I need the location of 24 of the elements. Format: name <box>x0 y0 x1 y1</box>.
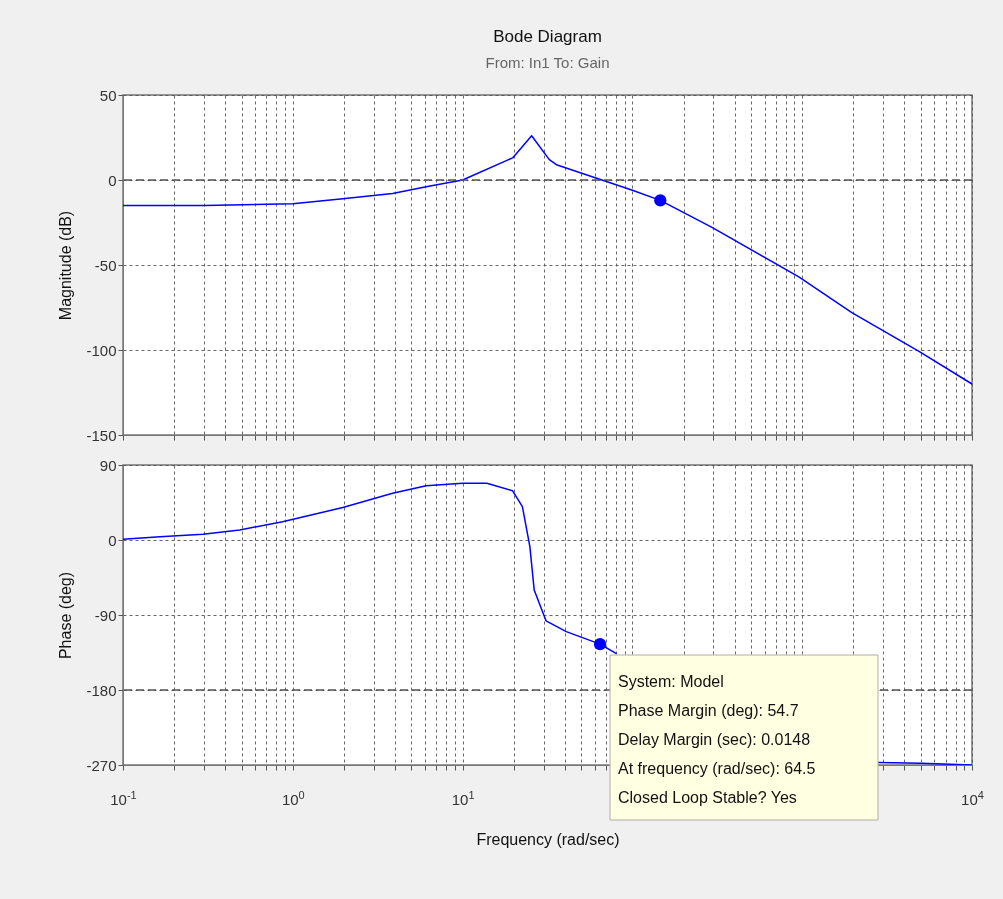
y-tick-label: -150 <box>86 426 117 444</box>
y-tick-label: 50 <box>99 86 117 104</box>
y-tick-label: -100 <box>86 341 117 359</box>
x-tick-label: 10$^{1}$ <box>451 788 475 808</box>
y-tick-label: -50 <box>94 256 117 274</box>
text: Closed Loop Stable? Yes <box>618 789 797 806</box>
y-tick-label: 0 <box>108 531 117 549</box>
y-tick-label: -270 <box>86 756 117 774</box>
x-tick-label: 10$^{-1}$ <box>110 788 137 808</box>
y-tick-label: -90 <box>94 606 117 624</box>
x-axis-title: Frequency (rad/sec) <box>476 830 620 848</box>
x-tick-label: 10$^{0}$ <box>281 788 305 808</box>
y-tick-label: 0 <box>108 171 117 189</box>
x-tick-label: 10$^{4}$ <box>961 788 984 808</box>
annotation: Phase Margin (deg): 54.7 <box>618 702 799 719</box>
y-axis-title: Phase (deg) <box>57 571 75 660</box>
annotation: System: Model <box>618 673 724 690</box>
y-tick-label: 90 <box>99 456 117 474</box>
chart-title: Bode Diagram <box>493 27 602 46</box>
y-tick-label: -180 <box>86 681 117 699</box>
annotation: Delay Margin (sec): 0.0148 <box>618 731 811 748</box>
chart-subtitle: From: In1 To: Gain <box>485 54 610 71</box>
y-axis-title: Magnitude (dB) <box>57 210 75 321</box>
annotation: At frequency (rad/sec): 64.5 <box>618 760 816 777</box>
